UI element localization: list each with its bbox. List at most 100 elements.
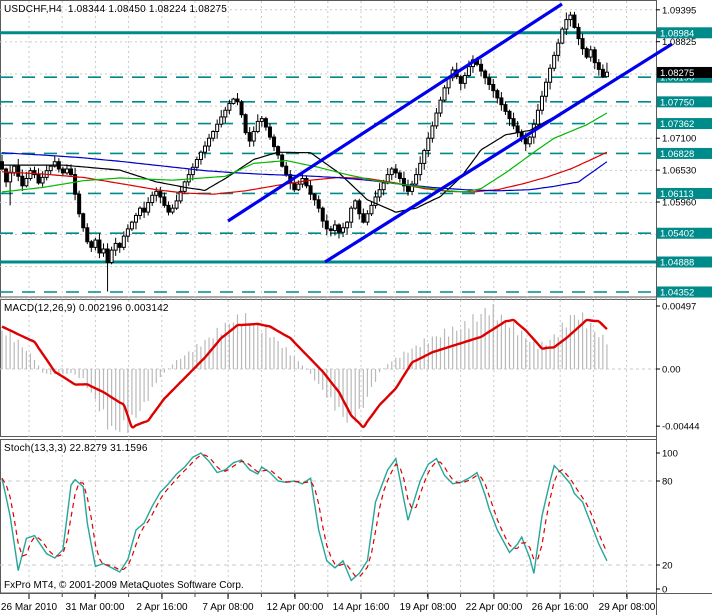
- candle-down: [491, 83, 496, 92]
- candle-up: [422, 150, 427, 164]
- candle-up: [93, 239, 98, 248]
- candle-down: [16, 165, 21, 177]
- candle-up: [353, 200, 358, 209]
- candle-up: [231, 98, 236, 105]
- candle-up: [170, 207, 175, 213]
- candle-down: [4, 168, 9, 183]
- candle-down: [361, 213, 366, 223]
- time-axis-label: 14 Apr 16:00: [333, 602, 390, 613]
- lower-trendline[interactable]: [324, 42, 673, 264]
- price-axis[interactable]: 1.09395 1.08825 1.07100 1.06530 1.05960 1.089…: [656, 5, 712, 596]
- candle-up: [369, 204, 374, 215]
- candle-down: [572, 14, 577, 28]
- price-level-badge-label: 1.08984: [660, 28, 694, 39]
- time-axis-label: 26 Apr 16:00: [532, 602, 589, 613]
- candle-up: [28, 170, 33, 180]
- time-axis[interactable]: 26 Mar 2010 31 Mar 00:00 2 Apr 16:00 7 Apr …: [1, 594, 656, 613]
- candle-up: [604, 71, 609, 78]
- candle-up: [207, 137, 212, 147]
- macd-scale-label: 0.00497: [662, 302, 696, 313]
- candle-up: [564, 19, 569, 30]
- price-level-badge-label: 1.06828: [660, 149, 694, 160]
- candle-down: [511, 118, 516, 127]
- macd-scale-label: -0.00444: [662, 422, 700, 433]
- current-price-badge: [657, 66, 712, 78]
- moving-average-lines[interactable]: [1, 83, 608, 213]
- candle-down: [592, 49, 597, 64]
- price-level-badge-label: 1.05402: [660, 229, 694, 240]
- candle-up: [556, 42, 561, 56]
- candle-down: [515, 125, 520, 134]
- candle-down: [393, 168, 398, 174]
- candle-up: [150, 194, 155, 204]
- candle-up: [211, 131, 216, 139]
- candle-down: [292, 182, 297, 191]
- ma-black[interactable]: [1, 83, 608, 213]
- candle-down: [324, 220, 329, 230]
- stoch-title: Stoch(13,3,3) 22.8279 31.1596: [4, 443, 148, 454]
- candle-down: [73, 174, 78, 195]
- candle-down: [263, 118, 268, 128]
- candle-up: [8, 172, 13, 183]
- candle-down: [483, 70, 488, 79]
- chart-title: USDCHF,H4 1.08344 1.08450 1.08224 1.0827…: [4, 4, 227, 15]
- candle-down: [284, 165, 289, 176]
- candle-down: [308, 185, 313, 195]
- candle-up: [121, 235, 126, 248]
- time-axis-label: 7 Apr 08:00: [202, 602, 254, 613]
- candle-up: [462, 75, 467, 84]
- macd-histogram: [1, 304, 608, 433]
- stoch-scale-label: 0: [662, 585, 667, 596]
- candle-down: [142, 207, 147, 213]
- ma-green[interactable]: [1, 112, 608, 193]
- candle-up: [101, 248, 106, 254]
- candle-up: [154, 190, 159, 196]
- macd-signal-line[interactable]: [1, 318, 608, 429]
- price-level-badge-label: 1.06113: [660, 189, 694, 200]
- candle-down: [507, 110, 512, 120]
- candle-down: [523, 137, 528, 145]
- candle-down: [495, 90, 500, 99]
- time-axis-label: 26 Mar 2010: [1, 602, 58, 613]
- stoch-percent-d-line[interactable]: [1, 454, 608, 578]
- candle-up: [438, 99, 443, 114]
- candle-up: [227, 103, 232, 111]
- candle-up: [219, 116, 224, 125]
- candle-down: [357, 200, 362, 215]
- stoch-percent-k-line[interactable]: [1, 452, 608, 582]
- macd-indicator-panel[interactable]: [0, 304, 656, 433]
- upper-trendline[interactable]: [227, 2, 563, 223]
- copyright-text: FxPro MT4, © 2001-2009 MetaQuotes Softwa…: [4, 580, 244, 591]
- candle-down: [243, 114, 248, 134]
- candle-up: [377, 189, 382, 198]
- candle-down: [397, 172, 402, 180]
- candle-up: [332, 224, 337, 232]
- candle-up: [430, 125, 435, 139]
- candle-down: [596, 62, 601, 70]
- candle-up: [552, 54, 557, 69]
- grid-lines: [0, 1, 656, 593]
- candle-down: [503, 104, 508, 112]
- candle-down: [89, 241, 94, 248]
- candle-down: [499, 97, 504, 106]
- candle-down: [235, 98, 240, 103]
- candle-up: [215, 123, 220, 133]
- stoch-panel-border: [0, 439, 657, 594]
- candle-down: [401, 178, 406, 187]
- ma-red[interactable]: [1, 151, 608, 195]
- candle-up: [194, 158, 199, 168]
- candle-down: [117, 242, 122, 248]
- stochastic-indicator-panel[interactable]: [0, 452, 656, 582]
- price-tick-label: 1.09395: [662, 5, 696, 16]
- trend-channel-lines[interactable]: [227, 2, 673, 264]
- ma-blue[interactable]: [1, 152, 608, 192]
- candle-down: [239, 101, 244, 116]
- stoch-scale-label: 20: [662, 561, 673, 572]
- candle-up: [178, 190, 183, 202]
- candle-up: [426, 137, 431, 152]
- price-level-badge-label: 1.08190: [660, 73, 694, 84]
- candle-up: [539, 95, 544, 111]
- candlestick-series[interactable]: [0, 11, 609, 292]
- stoch-scale-label: 80: [662, 477, 673, 488]
